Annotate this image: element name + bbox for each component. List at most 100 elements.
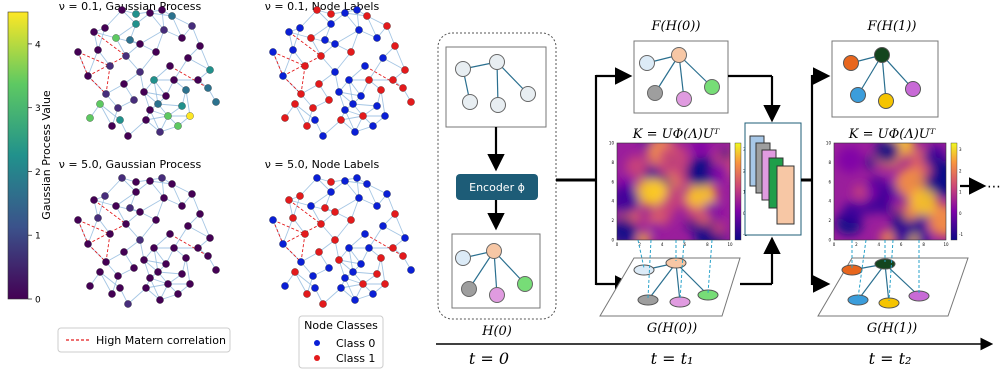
colorbar-tick-label: 2 <box>35 168 41 178</box>
graph-node <box>357 92 365 100</box>
graph-node <box>166 230 174 238</box>
graph-edge <box>115 191 137 207</box>
graph-node <box>196 210 204 218</box>
graph-node <box>389 244 397 252</box>
graph-edge <box>139 51 157 73</box>
graph-node <box>122 220 130 228</box>
matern-edge <box>77 51 89 77</box>
graph-edge <box>127 287 147 305</box>
gp-colorbar <box>7 11 29 300</box>
graph-node <box>188 190 196 198</box>
graph-edge <box>334 197 360 213</box>
graph-edge <box>380 257 386 285</box>
graph-node <box>289 214 297 222</box>
graph-edge <box>115 23 137 39</box>
graph-node <box>206 66 214 74</box>
graph-node <box>291 100 299 108</box>
graph-node <box>112 202 120 210</box>
graph-node <box>369 122 377 130</box>
graph-edge <box>153 247 159 273</box>
graph-node <box>337 116 345 124</box>
graph-node <box>162 260 170 268</box>
graph-node <box>130 96 138 104</box>
kernel-x-tick: 6 <box>900 242 903 247</box>
graph-edge <box>334 29 360 45</box>
matern-edge <box>288 199 322 225</box>
graph-node <box>194 244 202 252</box>
graph-edge <box>334 219 352 241</box>
graph-node <box>86 114 94 122</box>
graph-node <box>116 116 124 124</box>
colorbar-tick-label: 1 <box>35 232 41 242</box>
graph-node <box>315 80 323 88</box>
graph-node <box>379 222 387 230</box>
graph-node <box>178 102 186 110</box>
graph-node <box>132 178 140 186</box>
graph-node <box>296 24 304 32</box>
timeline-t0: t = 0 <box>469 349 509 368</box>
graph-node <box>377 86 385 94</box>
enc-node-pink <box>489 287 505 303</box>
graph-node <box>341 177 349 185</box>
graph-node <box>325 96 333 104</box>
kernel-1-dashed-links <box>637 239 713 301</box>
graph-node <box>407 266 415 274</box>
graph-node <box>94 46 102 54</box>
graph-node <box>96 100 104 108</box>
graph-node <box>327 10 335 18</box>
graph-node <box>399 252 407 260</box>
graph-node <box>335 88 343 96</box>
kernel-x-tick: 8 <box>922 242 925 247</box>
kernel-formula-1: K = UΦ(Λ)Uᵀ <box>632 127 720 142</box>
graph-edge <box>310 23 332 39</box>
graph-node <box>196 42 204 50</box>
graph-edge <box>127 119 147 137</box>
graph-node <box>170 244 178 252</box>
graph-node <box>309 272 317 280</box>
graph-node <box>150 76 158 84</box>
kernel-x-tick: 8 <box>706 242 709 247</box>
graph-node <box>341 106 349 114</box>
matern-edge <box>272 51 306 67</box>
graph-node <box>331 236 339 244</box>
graph-node <box>327 20 335 28</box>
graph-node <box>136 236 144 244</box>
kernel-x-tick: 10 <box>943 242 949 247</box>
graph-node <box>102 90 110 98</box>
feature-stack <box>749 135 795 225</box>
graph-edge <box>155 29 165 53</box>
graph-edge <box>352 103 378 107</box>
matern-edge <box>105 233 111 263</box>
graph-edge <box>322 287 342 305</box>
graph-edge <box>157 271 183 275</box>
graph-edge <box>173 57 189 81</box>
encoded-graph <box>455 243 533 303</box>
kernel-cbar-tick: 1 <box>959 190 962 195</box>
graph-node <box>158 6 166 14</box>
graph-node <box>319 132 327 140</box>
graph-edge <box>294 271 316 289</box>
graph-node <box>307 202 315 210</box>
matern-edge <box>169 65 209 89</box>
graph-node <box>369 290 377 298</box>
graph-node <box>132 20 140 28</box>
graph-edge <box>294 271 308 295</box>
graph-edge <box>97 27 106 51</box>
graph-node <box>178 202 186 210</box>
class-legend: Node Classes Class 0 Class 1 <box>298 315 384 369</box>
graph-node <box>74 48 82 56</box>
graph-node <box>114 272 122 280</box>
graph-node <box>281 114 289 122</box>
graph-node <box>281 282 289 290</box>
graph-edge <box>366 15 378 39</box>
graph-panel-gp-low <box>74 6 220 140</box>
h0-container <box>437 32 557 320</box>
kernel-x-tick: 2 <box>638 242 641 247</box>
graph-edge <box>104 177 123 197</box>
graph-node <box>124 300 132 308</box>
encoder-box <box>456 174 538 200</box>
graph-edge <box>348 247 354 273</box>
kernel-x-tick: 6 <box>684 242 687 247</box>
colorbar-tick-label: 4 <box>35 40 41 50</box>
